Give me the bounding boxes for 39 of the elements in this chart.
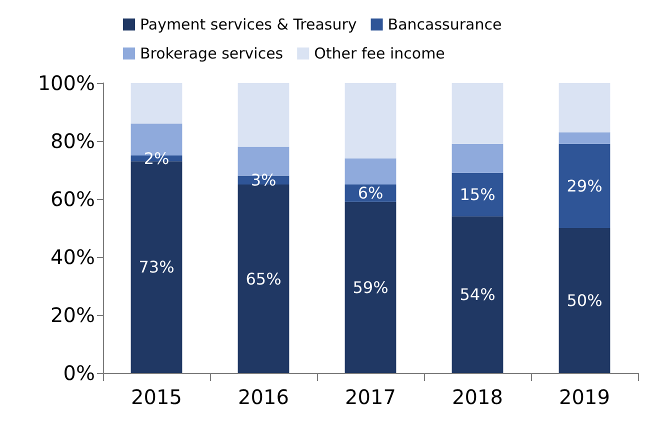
- legend-label: Bancassurance: [388, 16, 502, 34]
- data-label: 65%: [246, 269, 282, 288]
- bar: [238, 184, 290, 373]
- bar: [344, 158, 396, 184]
- legend-label: Brokerage services: [140, 44, 284, 62]
- x-tick-label: 2017: [345, 385, 396, 409]
- bar: [452, 83, 504, 144]
- data-label: 3%: [250, 170, 276, 190]
- bar: [558, 228, 610, 373]
- y-tick-label: 40%: [50, 245, 95, 269]
- bar: [344, 202, 396, 373]
- data-label: 29%: [566, 176, 602, 196]
- y-tick-label: 0%: [63, 361, 95, 385]
- data-label: 15%: [460, 185, 496, 204]
- legend-label: Other fee income: [314, 44, 445, 62]
- bar: [558, 132, 610, 144]
- bar: [558, 83, 610, 132]
- x-tick-label: 2019: [559, 385, 610, 409]
- bar: [130, 83, 182, 124]
- x-tick-label: 2018: [452, 385, 503, 409]
- bar: [558, 144, 610, 228]
- data-label: 54%: [460, 285, 496, 304]
- y-tick-label: 80%: [50, 129, 95, 153]
- bar: [452, 216, 504, 373]
- data-label: 2%: [144, 148, 170, 168]
- data-label: 73%: [138, 258, 174, 277]
- bar: [238, 83, 290, 147]
- bar: [344, 83, 396, 158]
- data-label: 50%: [566, 291, 602, 310]
- bar: [452, 172, 504, 216]
- data-label: 59%: [352, 278, 388, 297]
- x-tick-label: 2015: [131, 385, 182, 409]
- y-tick-label: 60%: [50, 187, 95, 211]
- x-tick-label: 2016: [238, 385, 289, 409]
- y-tick-label: 100%: [38, 71, 95, 95]
- legend-label: Payment services & Treasury: [140, 16, 357, 34]
- y-tick-label: 20%: [50, 303, 95, 327]
- bar: [452, 144, 504, 173]
- data-label: 6%: [358, 184, 384, 203]
